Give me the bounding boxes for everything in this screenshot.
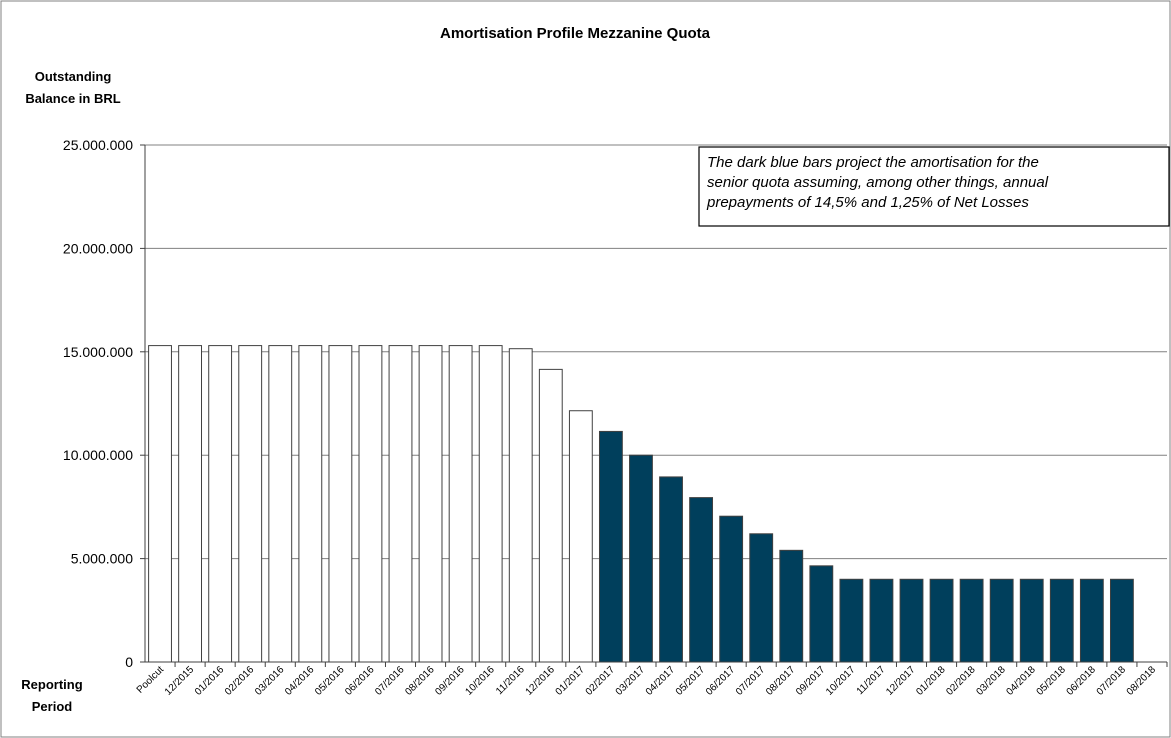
bar-22	[809, 565, 834, 663]
bar-31	[1079, 578, 1104, 663]
annotation-box: The dark blue bars project the amortisat…	[698, 146, 1170, 227]
bar-0	[148, 345, 172, 663]
bar-32	[1109, 578, 1134, 663]
bar-3	[238, 345, 263, 663]
annotation-line-3: prepayments of 14,5% and 1,25% of Net Lo…	[706, 194, 1029, 211]
chart-title: Amortisation Profile Mezzanine Quota	[440, 25, 711, 42]
bar-11	[478, 345, 503, 663]
bar-17	[659, 476, 683, 663]
bars	[148, 345, 1134, 663]
y-tick-label-4: 20.000.000	[63, 240, 133, 256]
bar-15	[598, 430, 623, 663]
bar-12	[508, 348, 533, 663]
axes	[144, 145, 1168, 667]
bar-25	[899, 578, 924, 663]
y-tick-label-5: 25.000.000	[63, 137, 133, 153]
annotation-frame	[698, 146, 1170, 227]
bar-28	[989, 578, 1014, 663]
bar-20	[749, 533, 774, 663]
y-axis-label-line-2: Balance in BRL	[25, 91, 120, 106]
bar-23	[839, 578, 864, 663]
y-tick-label-3: 15.000.000	[63, 344, 133, 360]
bar-7	[358, 345, 383, 663]
bar-4	[268, 345, 293, 663]
bar-5	[298, 345, 323, 663]
bar-24	[869, 578, 894, 663]
y-tick-label-0: 0	[125, 654, 133, 670]
bar-1	[178, 345, 203, 663]
bar-9	[418, 345, 443, 663]
y-tick-labels: 0 5.000.000 10.000.000 15.000.000 20.000.000…	[63, 137, 133, 670]
bar-13	[538, 368, 563, 663]
bar-10	[448, 345, 473, 663]
bar-16	[629, 454, 653, 663]
bar-8	[388, 345, 413, 663]
annotation-line-2: senior quota assuming, among other thing…	[707, 174, 1049, 191]
bar-6	[328, 345, 353, 663]
bar-27	[959, 578, 984, 663]
bar-14	[568, 410, 593, 663]
x-axis-label-line-2: Period	[32, 699, 73, 714]
y-axis-label-line-1: Outstanding	[35, 69, 112, 84]
bar-26	[929, 578, 954, 663]
bar-30	[1049, 578, 1074, 663]
bar-2	[208, 345, 233, 663]
bar-19	[719, 515, 744, 663]
bar-29	[1019, 578, 1044, 663]
y-tick-label-2: 10.000.000	[63, 447, 133, 463]
y-tick-label-1: 5.000.000	[71, 551, 133, 567]
annotation-line-1: The dark blue bars project the amortisat…	[707, 154, 1039, 171]
bar-21	[779, 549, 804, 663]
x-axis-label-line-1: Reporting	[21, 677, 82, 692]
bar-18	[689, 497, 714, 663]
